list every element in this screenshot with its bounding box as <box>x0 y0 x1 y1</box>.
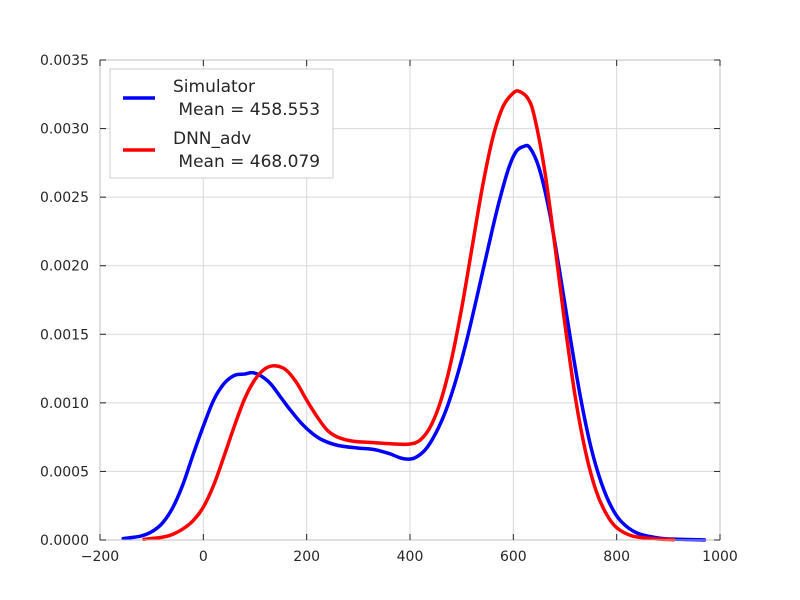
x-tick-label: 600 <box>500 549 527 565</box>
x-tick-label: 400 <box>397 549 424 565</box>
y-tick-label: 0.0010 <box>40 396 89 412</box>
legend-mean-simulator: Mean = 458.553 <box>173 100 320 120</box>
series-layer <box>121 89 707 542</box>
legend-label-simulator: Simulator <box>173 77 255 97</box>
x-tick-label: 200 <box>293 549 320 565</box>
y-tick-label: 0.0005 <box>40 464 89 480</box>
y-tick-label: 0.0030 <box>40 122 89 138</box>
y-tick-label: 0.0015 <box>40 327 89 343</box>
x-tick-label: 0 <box>199 549 208 565</box>
x-tick-label: −200 <box>81 549 119 565</box>
y-tick-labels: 0.0000 0.0005 0.0010 0.0015 0.0020 0.0025 0.00… <box>40 53 89 549</box>
y-tick-label: 0.0025 <box>40 190 89 206</box>
tick-marks <box>99 59 721 541</box>
y-tick-label: 0.0035 <box>40 53 89 69</box>
series-line-dnn-adv <box>142 89 676 542</box>
y-tick-label: 0.0000 <box>40 533 89 549</box>
legend-mean-dnn-adv: Mean = 468.079 <box>173 152 320 172</box>
legend-box <box>109 68 334 179</box>
x-tick-label: 1000 <box>702 549 738 565</box>
x-tick-labels: −200 0 200 400 600 800 1000 <box>81 549 738 565</box>
y-tick-label: 0.0020 <box>40 259 89 275</box>
series-line-simulator <box>121 143 707 542</box>
legend: Simulator Mean = 458.553 DNN_adv Mean = … <box>109 68 334 179</box>
legend-label-dnn-adv: DNN_adv <box>173 129 251 149</box>
x-tick-label: 800 <box>603 549 630 565</box>
